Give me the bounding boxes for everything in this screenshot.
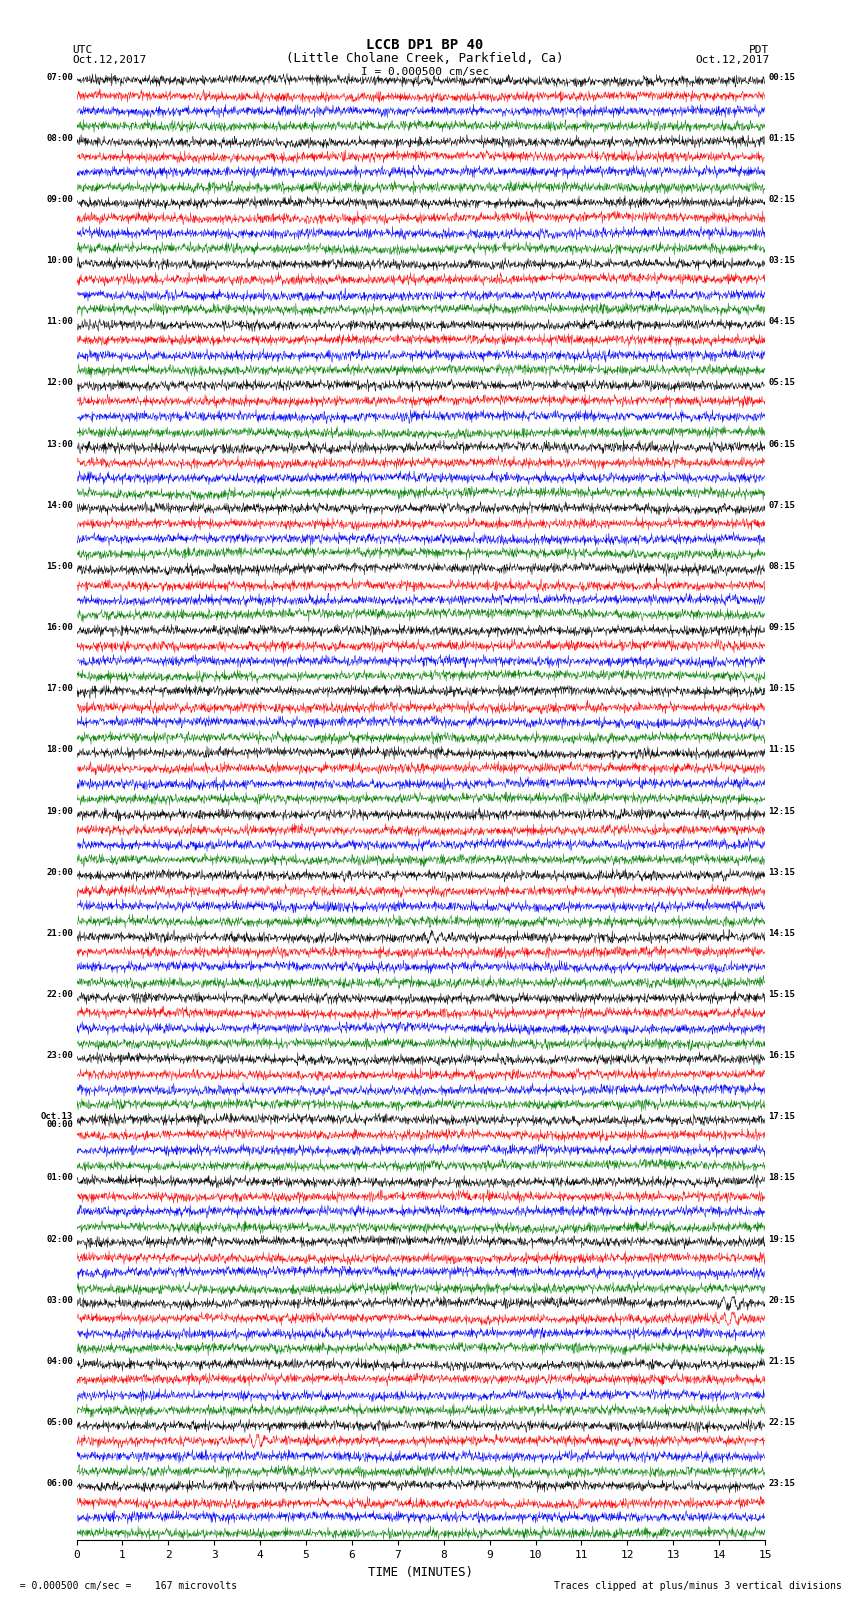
- Text: 21:15: 21:15: [768, 1357, 796, 1366]
- Text: 09:00: 09:00: [46, 195, 73, 203]
- Text: I = 0.000500 cm/sec: I = 0.000500 cm/sec: [361, 68, 489, 77]
- Text: 21:00: 21:00: [46, 929, 73, 937]
- Text: 20:00: 20:00: [46, 868, 73, 876]
- Text: 17:00: 17:00: [46, 684, 73, 694]
- Text: Oct.12,2017: Oct.12,2017: [72, 55, 146, 65]
- Text: 06:15: 06:15: [768, 440, 796, 448]
- Text: 15:00: 15:00: [46, 561, 73, 571]
- Text: 02:00: 02:00: [46, 1234, 73, 1244]
- Text: = 0.000500 cm/sec =    167 microvolts: = 0.000500 cm/sec = 167 microvolts: [8, 1581, 238, 1590]
- Text: 18:00: 18:00: [46, 745, 73, 755]
- Text: Oct.12,2017: Oct.12,2017: [695, 55, 769, 65]
- Text: 20:15: 20:15: [768, 1295, 796, 1305]
- Text: 16:15: 16:15: [768, 1052, 796, 1060]
- Text: 14:15: 14:15: [768, 929, 796, 937]
- Text: PDT: PDT: [749, 45, 769, 55]
- Text: 04:00: 04:00: [46, 1357, 73, 1366]
- Text: 17:15: 17:15: [768, 1113, 796, 1121]
- Text: 15:15: 15:15: [768, 990, 796, 998]
- Text: 08:00: 08:00: [46, 134, 73, 142]
- Text: 09:15: 09:15: [768, 623, 796, 632]
- Text: (Little Cholane Creek, Parkfield, Ca): (Little Cholane Creek, Parkfield, Ca): [286, 52, 564, 65]
- Text: 12:15: 12:15: [768, 806, 796, 816]
- Text: 04:15: 04:15: [768, 318, 796, 326]
- Text: 06:00: 06:00: [46, 1479, 73, 1489]
- Text: 13:15: 13:15: [768, 868, 796, 876]
- Text: 05:15: 05:15: [768, 379, 796, 387]
- Text: UTC: UTC: [72, 45, 93, 55]
- Text: 18:15: 18:15: [768, 1174, 796, 1182]
- Text: Traces clipped at plus/minus 3 vertical divisions: Traces clipped at plus/minus 3 vertical …: [553, 1581, 842, 1590]
- Text: 22:00: 22:00: [46, 990, 73, 998]
- Text: 13:00: 13:00: [46, 440, 73, 448]
- Text: 02:15: 02:15: [768, 195, 796, 203]
- Text: 11:15: 11:15: [768, 745, 796, 755]
- Text: 07:15: 07:15: [768, 500, 796, 510]
- Text: 00:00: 00:00: [46, 1119, 73, 1129]
- Text: 05:00: 05:00: [46, 1418, 73, 1428]
- Text: 16:00: 16:00: [46, 623, 73, 632]
- Text: 23:00: 23:00: [46, 1052, 73, 1060]
- Text: 01:00: 01:00: [46, 1174, 73, 1182]
- Text: 07:00: 07:00: [46, 73, 73, 82]
- Text: 00:15: 00:15: [768, 73, 796, 82]
- Text: 10:00: 10:00: [46, 256, 73, 265]
- Text: Oct.13: Oct.13: [41, 1113, 73, 1121]
- Text: 22:15: 22:15: [768, 1418, 796, 1428]
- Text: 19:00: 19:00: [46, 806, 73, 816]
- Text: 12:00: 12:00: [46, 379, 73, 387]
- Text: 14:00: 14:00: [46, 500, 73, 510]
- Text: 19:15: 19:15: [768, 1234, 796, 1244]
- Text: 03:00: 03:00: [46, 1295, 73, 1305]
- Text: 03:15: 03:15: [768, 256, 796, 265]
- X-axis label: TIME (MINUTES): TIME (MINUTES): [368, 1566, 473, 1579]
- Text: 01:15: 01:15: [768, 134, 796, 142]
- Text: 23:15: 23:15: [768, 1479, 796, 1489]
- Text: 10:15: 10:15: [768, 684, 796, 694]
- Text: 08:15: 08:15: [768, 561, 796, 571]
- Text: 11:00: 11:00: [46, 318, 73, 326]
- Text: LCCB DP1 BP 40: LCCB DP1 BP 40: [366, 37, 484, 52]
